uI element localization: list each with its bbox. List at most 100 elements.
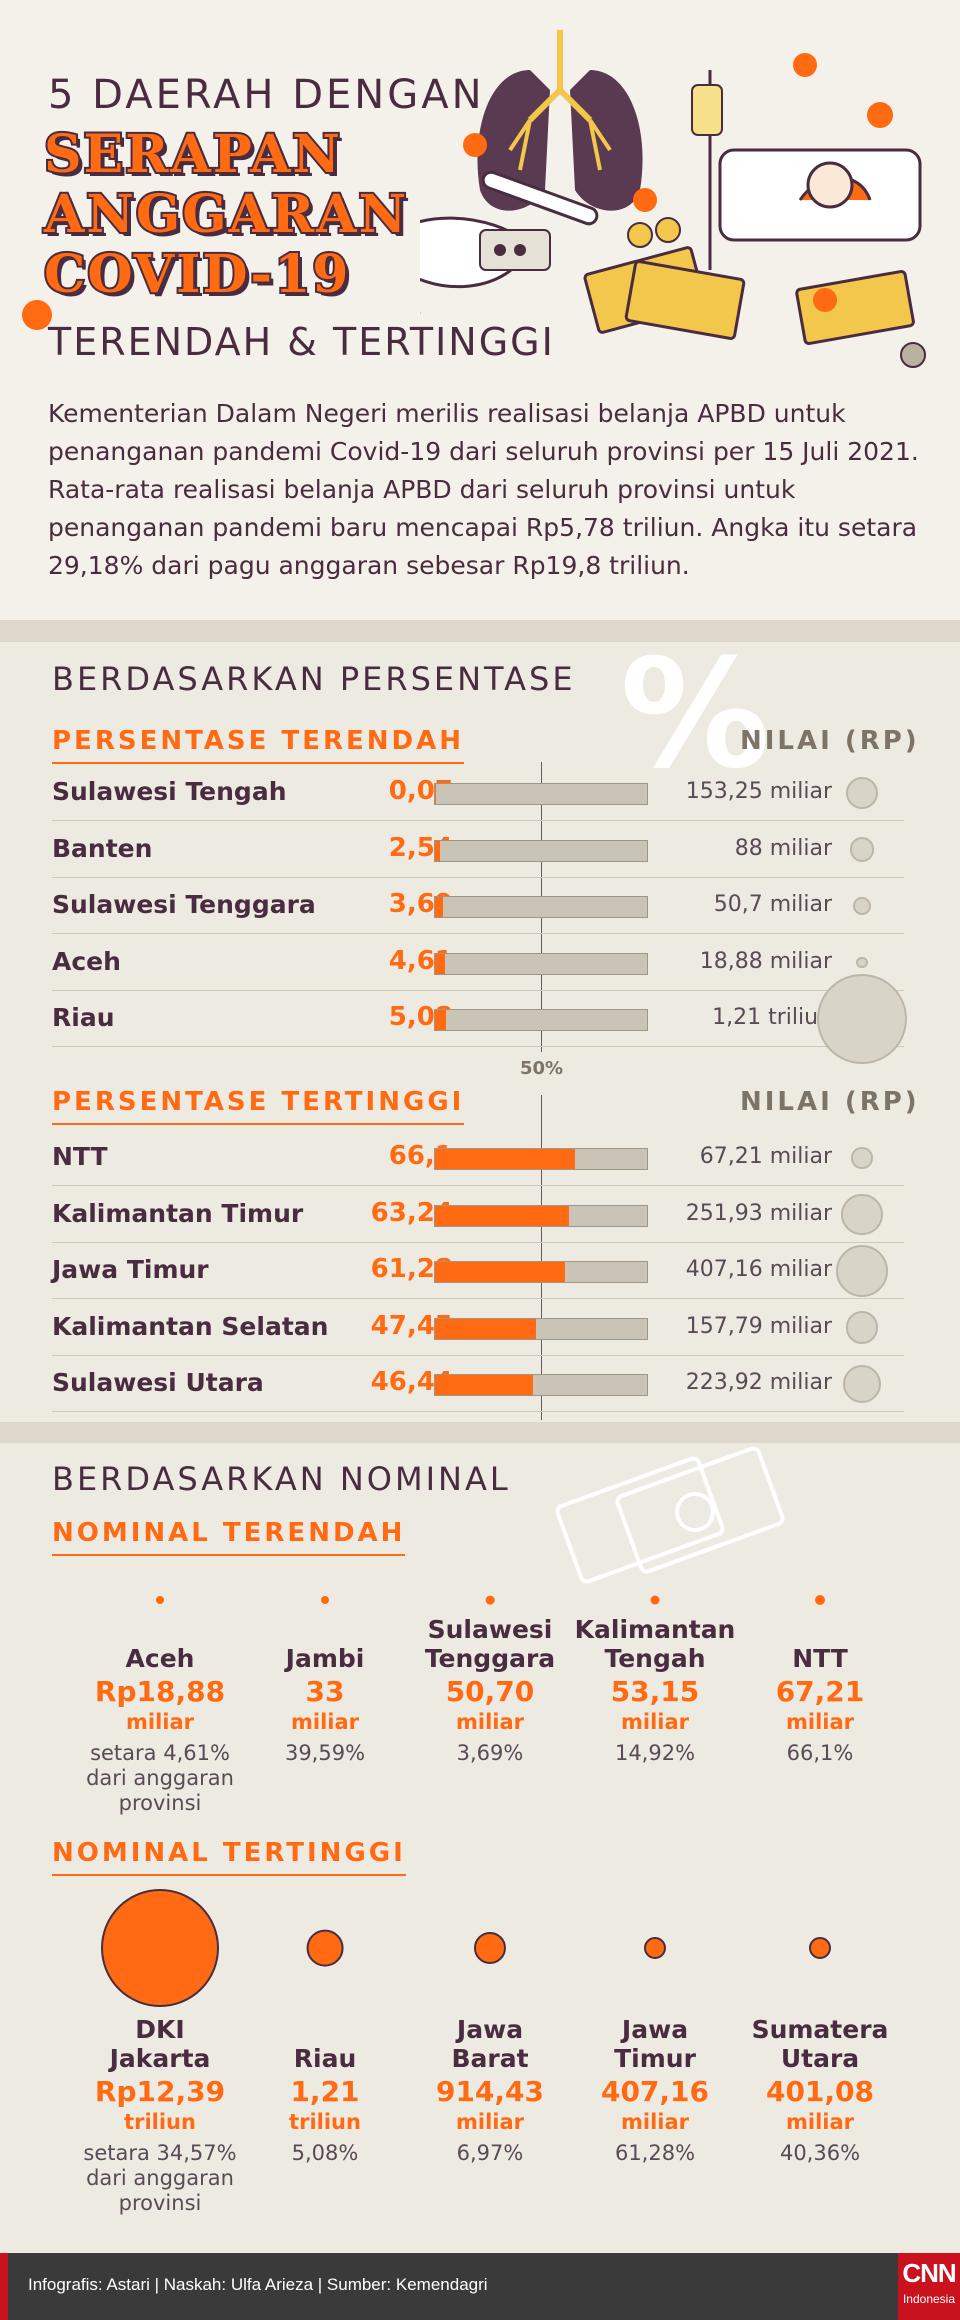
- region-name-word: NTT: [792, 1644, 848, 1673]
- amount-circle: [485, 1595, 495, 1605]
- region-name-word: Riau: [293, 2044, 357, 2073]
- divider-band: [0, 620, 960, 642]
- amount-value: 1,21: [290, 2075, 360, 2108]
- amount-unit: miliar: [620, 1710, 689, 1734]
- amount-unit: miliar: [455, 1710, 524, 1734]
- percent-section: [0, 642, 960, 1422]
- region-name-word: DKI: [135, 2015, 185, 2044]
- title-covid: COVID-19: [42, 242, 351, 307]
- cnn-logo: CNN Indonesia: [898, 2253, 960, 2320]
- amount-unit: miliar: [785, 2110, 854, 2134]
- region-name: Aceh: [75, 1615, 245, 1673]
- title-subtitle: TERENDAH & TERTINGGI: [48, 320, 555, 364]
- amount-unit: miliar: [125, 1710, 194, 1734]
- percent-value: 3,69%: [456, 1741, 524, 1765]
- virus-icon: [22, 300, 52, 330]
- amount-circle: [851, 1147, 873, 1169]
- percent-bar: [434, 1204, 648, 1227]
- amount-value: 33: [305, 1675, 345, 1708]
- region-name: Kalimantan Selatan: [52, 1311, 329, 1341]
- amount-unit: miliar: [785, 1710, 854, 1734]
- percent-value: setara 4,61% dari anggaran provinsi: [86, 1741, 234, 1815]
- amount-value: 18,88 miliar: [699, 948, 832, 974]
- ball-icon: [900, 342, 926, 368]
- low-nominal-title: NOMINAL TERENDAH: [52, 1518, 406, 1556]
- percent-value: 6,97%: [456, 2141, 524, 2165]
- region-name: Banten: [52, 833, 153, 863]
- amount-circle: [817, 974, 907, 1064]
- amount-circle: [650, 1595, 660, 1605]
- percent-value: setara 34,57% dari anggaran provinsi: [83, 2141, 237, 2215]
- title-serapan: SERAPAN: [42, 122, 342, 187]
- hospital-bed-icon: [718, 148, 922, 242]
- amount-unit: miliar: [620, 2110, 689, 2134]
- amount-value: 88 miliar: [734, 835, 832, 861]
- region-name: Sulawesi Tenggara: [405, 1615, 575, 1673]
- amount-value: 407,16: [600, 2075, 710, 2108]
- iv-drip-icon: [691, 70, 723, 270]
- region-name-word: Tenggara: [424, 1644, 556, 1673]
- value-header: NILAI (RP): [740, 1087, 920, 1117]
- region-name: Jawa Barat: [405, 2015, 575, 2073]
- logo-sub: Indonesia: [902, 2292, 956, 2306]
- amount-circle: [306, 1929, 344, 1967]
- percent-bar: [434, 952, 648, 975]
- covid-illustration: [420, 30, 926, 368]
- region-name-word: Barat: [451, 2044, 529, 2073]
- region-name: Aceh: [52, 946, 121, 976]
- region-name: Sumatera Utara: [735, 2015, 905, 2073]
- amount-circle: [841, 1193, 883, 1236]
- region-name: Sulawesi Tengah: [52, 777, 287, 806]
- title-line-1: 5 DAERAH DENGAN: [48, 72, 485, 118]
- percent-bar: [434, 1374, 648, 1396]
- coin-icon: [655, 217, 681, 243]
- amount-circle: [852, 896, 872, 916]
- percent-bar: [434, 1148, 648, 1170]
- nominal-item: Jambi 33 miliar 39,59%: [240, 1596, 410, 1766]
- region-name: Jawa Timur: [52, 1255, 209, 1284]
- amount-circle: [473, 1931, 507, 1965]
- coin-icon: [627, 222, 653, 248]
- amount-value: 914,43: [435, 2075, 545, 2108]
- region-name-word: Jawa: [621, 2015, 689, 2044]
- nominal-item: Sumatera Utara 401,08 miliar 40,36%: [735, 1937, 905, 2166]
- amount-value: Rp18,88: [94, 1675, 226, 1708]
- region-name: Riau: [52, 1003, 115, 1032]
- region-name: Sulawesi Utara: [52, 1368, 264, 1397]
- logo-main: CNN: [902, 2258, 956, 2288]
- amount-value: 1,21 triliun: [712, 1005, 832, 1030]
- region-name: NTT: [735, 1615, 905, 1673]
- amount-circle: [644, 1937, 666, 1959]
- nominal-item: Jawa Barat 914,43 miliar 6,97%: [405, 1931, 575, 2166]
- intro-paragraph: Kementerian Dalam Negeri merilis realisa…: [48, 399, 919, 580]
- nominal-item: Aceh Rp18,88 miliar setara 4,61% dari angga…: [75, 1596, 245, 1816]
- percent-bar: [434, 783, 648, 805]
- percent-bar: [434, 1009, 648, 1031]
- percent-value: 61,28%: [614, 2141, 696, 2165]
- region-name-word: Tengah: [604, 1644, 706, 1673]
- percent-bar-fill: [435, 1149, 576, 1169]
- amount-value: Rp12,39: [94, 2075, 226, 2108]
- region-name: Sulawesi Tenggara: [52, 890, 316, 919]
- percent-value: 39,59%: [284, 1741, 366, 1765]
- percent-value: 14,92%: [614, 1741, 696, 1765]
- fifty-line: [541, 1095, 542, 1420]
- percent-bar-fill: [435, 784, 437, 804]
- percent-bar: [434, 839, 648, 862]
- amount-value: 67,21 miliar: [699, 1144, 832, 1169]
- percent-bar: [434, 1261, 648, 1283]
- amount-value: 251,93 miliar: [685, 1200, 832, 1226]
- region-name-word: Sumatera: [751, 2015, 889, 2044]
- percent-section-title: BERDASARKAN PERSENTASE: [52, 660, 576, 698]
- low-percent-title: PERSENTASE TERENDAH: [52, 726, 464, 764]
- amount-value: 223,92 miliar: [685, 1370, 832, 1395]
- percent-bar-fill: [435, 1375, 534, 1395]
- amount-value: 67,21: [775, 1675, 865, 1708]
- region-name: Jawa Timur: [570, 2015, 740, 2073]
- amount-circle: [101, 1889, 219, 2007]
